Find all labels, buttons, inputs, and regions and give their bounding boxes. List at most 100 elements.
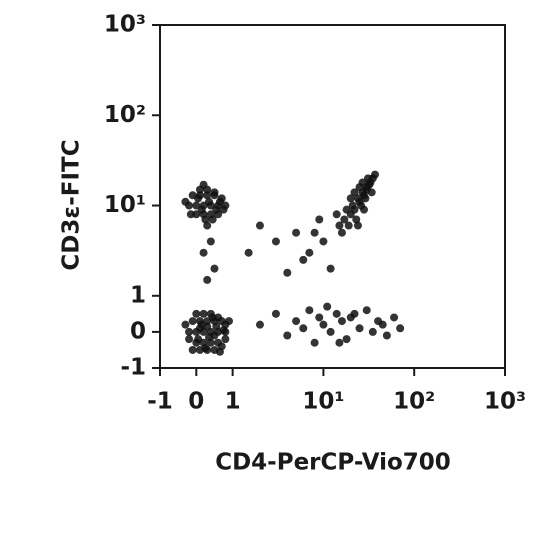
x-tick-label: 0	[188, 389, 204, 415]
event-dot	[199, 180, 208, 189]
plot-frame	[159, 24, 506, 369]
event-dot	[340, 215, 349, 224]
event-dot	[197, 205, 206, 214]
event-dot	[337, 317, 346, 326]
event-dot	[186, 210, 195, 219]
event-dot	[348, 201, 357, 210]
event-dot	[362, 306, 371, 315]
event-dot	[350, 188, 359, 197]
event-dot	[368, 327, 377, 336]
event-dot	[323, 302, 332, 311]
event-dot	[360, 205, 369, 214]
event-dot	[194, 194, 203, 203]
event-dot	[188, 345, 197, 354]
event-dot	[315, 215, 324, 224]
event-dot	[192, 309, 201, 318]
event-dot	[315, 313, 324, 322]
event-dot	[210, 188, 219, 197]
event-dot	[337, 228, 346, 237]
event-dot	[342, 335, 351, 344]
x-tick-label: 10¹	[302, 389, 344, 415]
event-dot	[319, 320, 328, 329]
x-tick-label: 1	[225, 389, 241, 415]
event-dot	[185, 327, 194, 336]
event-dot	[212, 322, 221, 331]
event-dot	[332, 210, 341, 219]
event-dot	[203, 275, 212, 284]
event-dot	[199, 248, 208, 257]
event-dot	[181, 320, 190, 329]
event-dot	[352, 215, 361, 224]
event-dot	[205, 197, 214, 206]
event-dot	[197, 320, 206, 329]
event-dot	[371, 170, 380, 179]
event-dot	[283, 268, 292, 277]
event-dot	[271, 309, 280, 318]
event-dot	[367, 188, 376, 197]
event-dot	[326, 327, 335, 336]
event-dot	[283, 331, 292, 340]
event-dot	[255, 221, 264, 230]
event-dot	[319, 237, 328, 246]
x-tick-label: -1	[147, 389, 173, 415]
x-axis-label: CD4-PerCP-Vio700	[215, 450, 451, 476]
event-dot	[305, 248, 314, 257]
event-dot	[292, 228, 301, 237]
event-dot	[210, 264, 219, 273]
event-dot	[221, 335, 230, 344]
event-dot	[205, 333, 214, 342]
event-dot	[310, 338, 319, 347]
event-dot	[185, 335, 194, 344]
x-tick-label: 10²	[393, 389, 435, 415]
event-dot	[219, 326, 228, 335]
event-dot	[358, 178, 367, 187]
y-tick-label: 0	[130, 318, 146, 344]
event-dot	[199, 309, 208, 318]
event-dot	[194, 335, 203, 344]
event-dot	[326, 264, 335, 273]
event-dot	[390, 313, 399, 322]
event-dot	[208, 313, 217, 322]
y-tick-label: 10¹	[104, 192, 146, 218]
event-dot	[206, 237, 215, 246]
y-axis-label: CD3ε-FITC	[59, 139, 85, 270]
event-dot	[355, 324, 364, 333]
y-tick-label: 1	[130, 282, 146, 308]
event-dot	[299, 324, 308, 333]
event-dot	[201, 344, 210, 353]
event-dot	[215, 197, 224, 206]
y-tick-label: 10²	[104, 102, 146, 128]
event-dot	[292, 317, 301, 326]
x-tick-label: 10³	[484, 389, 526, 415]
event-dot	[201, 215, 210, 224]
event-dot	[299, 255, 308, 264]
event-dot	[361, 194, 370, 203]
event-dot	[396, 324, 405, 333]
event-dot	[382, 331, 391, 340]
event-dot	[203, 191, 212, 200]
event-dot	[332, 309, 341, 318]
event-dot	[378, 320, 387, 329]
y-tick-label: -1	[120, 355, 146, 381]
event-dot	[215, 347, 224, 356]
event-dot	[181, 197, 190, 206]
event-dot	[208, 215, 217, 224]
event-dot	[305, 306, 314, 315]
event-dot	[350, 309, 359, 318]
event-dot	[346, 194, 355, 203]
event-dot	[271, 237, 280, 246]
event-dot	[310, 228, 319, 237]
event-dot	[342, 205, 351, 214]
event-dot	[335, 221, 344, 230]
event-dot	[255, 320, 264, 329]
event-dot	[344, 221, 353, 230]
event-dot	[192, 201, 201, 210]
event-dot	[353, 221, 362, 230]
event-dot	[353, 194, 362, 203]
event-dot	[203, 221, 212, 230]
event-dot	[335, 338, 344, 347]
event-dot	[219, 205, 228, 214]
event-dot	[364, 174, 373, 183]
event-dot	[188, 317, 197, 326]
